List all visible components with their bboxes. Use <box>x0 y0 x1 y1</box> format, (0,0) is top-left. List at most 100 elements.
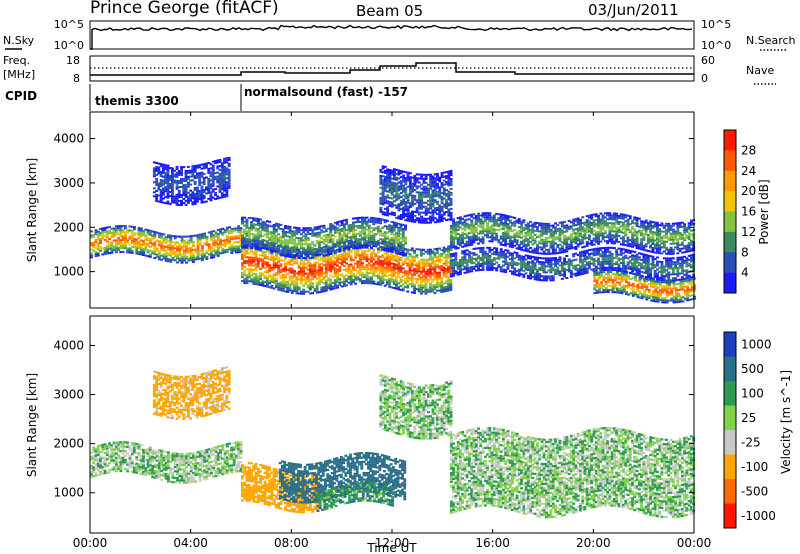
heatmap-cell <box>435 273 439 276</box>
heatmap-cell <box>259 272 262 274</box>
heatmap-cell <box>397 187 401 190</box>
heatmap-cell <box>247 228 251 231</box>
heatmap-cell <box>324 234 328 237</box>
heatmap-cell <box>225 195 229 198</box>
heatmap-cell <box>119 251 123 253</box>
heatmap-cell <box>218 168 222 171</box>
heatmap-cell <box>333 251 337 254</box>
heatmap-cell <box>415 209 419 212</box>
heatmap-cell <box>304 227 308 230</box>
heatmap-cell <box>468 226 471 229</box>
heatmap-cell <box>526 232 530 235</box>
heatmap-cell <box>313 264 317 266</box>
heatmap-cell <box>202 163 206 166</box>
heatmap-cell <box>410 283 414 286</box>
heatmap-cell <box>408 184 412 187</box>
heatmap-cell <box>401 275 405 278</box>
heatmap-cell <box>435 289 439 292</box>
heatmap-cell <box>265 228 269 231</box>
heatmap-cell <box>386 255 389 258</box>
heatmap-cell <box>315 255 319 258</box>
heatmap-cell <box>392 275 396 277</box>
heatmap-cell <box>275 254 278 257</box>
heatmap-cell <box>397 276 401 279</box>
heatmap-cell <box>542 246 546 249</box>
heatmap-cell <box>408 212 412 215</box>
heatmap-cell <box>306 229 310 232</box>
heatmap-cell <box>515 221 519 224</box>
heatmap-cell <box>259 242 262 245</box>
heatmap-cell <box>397 246 401 249</box>
heatmap-cell <box>311 252 315 255</box>
heatmap-cell <box>338 254 342 257</box>
heatmap-cell <box>286 268 290 271</box>
heatmap-cell <box>447 271 450 274</box>
heatmap-cell <box>205 250 209 252</box>
heatmap-cell <box>340 249 344 252</box>
heatmap-cell <box>408 188 412 191</box>
heatmap-cell <box>406 173 410 176</box>
heatmap-cell <box>401 228 405 230</box>
heatmap-cell <box>440 186 444 189</box>
heatmap-cell <box>241 248 244 251</box>
heatmap-cell <box>447 174 451 177</box>
heatmap-cell <box>504 226 508 229</box>
heatmap-cell <box>286 290 290 293</box>
heatmap-cell <box>201 247 204 250</box>
heatmap-cell <box>272 232 276 234</box>
heatmap-cell <box>345 222 349 225</box>
heatmap-cell <box>597 234 600 237</box>
heatmap-cell <box>427 187 430 190</box>
heatmap-cell <box>250 248 253 251</box>
heatmap-cell <box>624 220 628 223</box>
heatmap-cell <box>327 279 330 282</box>
heatmap-cell <box>333 221 337 224</box>
heatmap-cell <box>381 280 385 283</box>
heatmap-cell <box>438 257 441 260</box>
heatmap-cell <box>420 173 424 176</box>
heatmap-cell <box>157 182 161 185</box>
heatmap-cell <box>347 248 351 251</box>
heatmap-cell <box>406 258 410 261</box>
heatmap-cell <box>333 273 337 276</box>
heatmap-cell <box>435 259 439 262</box>
heatmap-cell <box>198 253 202 256</box>
heatmap-cell <box>508 215 512 218</box>
heatmap-cell <box>533 239 537 242</box>
heatmap-cell <box>306 237 310 240</box>
heatmap-cell <box>333 261 337 264</box>
heatmap-cell <box>180 202 183 204</box>
heatmap-cell <box>401 283 405 286</box>
heatmap-cell <box>162 249 166 252</box>
heatmap-cell <box>415 262 419 265</box>
heatmap-cell <box>452 236 455 239</box>
heatmap-cell <box>194 248 198 251</box>
heatmap-cell <box>386 210 390 213</box>
heatmap-cell <box>299 292 303 295</box>
heatmap-cell <box>189 255 193 258</box>
heatmap-cell <box>365 282 369 285</box>
heatmap-cell <box>386 227 389 230</box>
heatmap-cell <box>124 233 127 236</box>
heatmap-cell <box>304 249 308 252</box>
heatmap-cell <box>243 266 247 269</box>
heatmap-cell <box>383 247 387 250</box>
heatmap-cell <box>250 245 253 247</box>
heatmap-cell <box>574 224 578 227</box>
heatmap-cell <box>254 245 258 248</box>
heatmap-cell <box>159 163 163 166</box>
heatmap-cell <box>275 278 278 281</box>
heatmap-cell <box>395 224 398 227</box>
heatmap-cell <box>144 244 148 247</box>
heatmap-cell <box>402 208 405 211</box>
heatmap-cell <box>237 251 241 254</box>
heatmap-cell <box>622 223 625 226</box>
heatmap-cell <box>520 224 523 227</box>
heatmap-cell <box>139 227 143 230</box>
heatmap-cell <box>124 237 127 240</box>
heatmap-cell <box>306 233 310 236</box>
heatmap-cell <box>367 264 371 267</box>
heatmap-cell <box>483 228 487 231</box>
heatmap-cell <box>345 220 349 223</box>
heatmap-cell <box>393 186 396 189</box>
